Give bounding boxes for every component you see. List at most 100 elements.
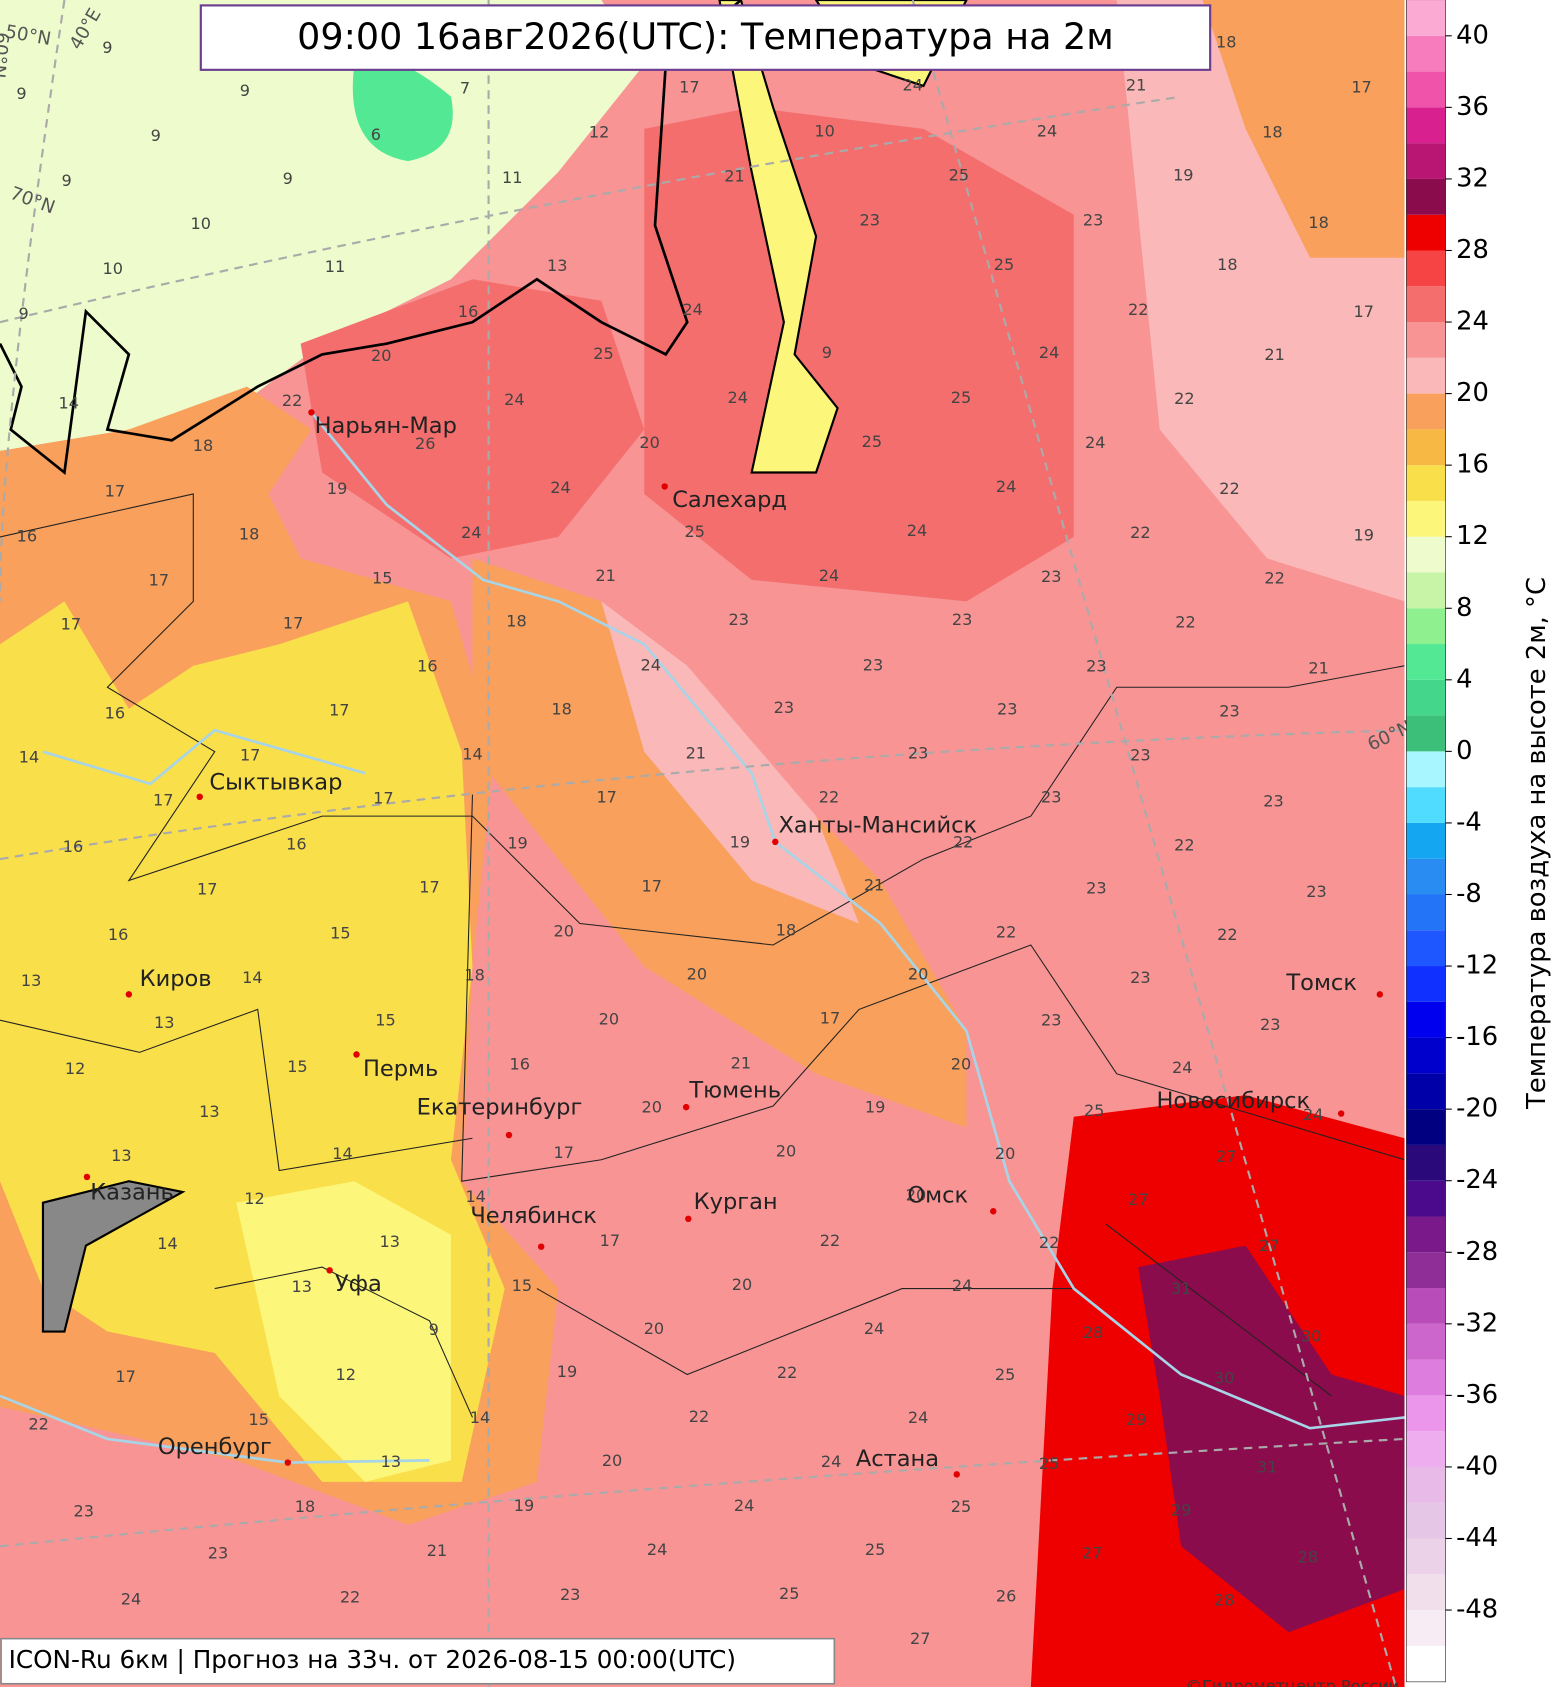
temperature-label: 20 — [553, 922, 573, 941]
city-marker — [772, 838, 779, 846]
colorbar-tick-label: -4 — [1456, 807, 1482, 837]
temperature-label: 27 — [1216, 1147, 1236, 1166]
temperature-label: 10 — [191, 214, 211, 233]
temperature-label: 14 — [19, 748, 39, 767]
temperature-label: 23 — [729, 610, 749, 629]
title-box — [199, 4, 1212, 71]
temperature-label: 24 — [902, 75, 922, 94]
colorbar-tick-label: -44 — [1456, 1523, 1498, 1553]
temperature-label: 24 — [682, 300, 702, 319]
colorbar-tick-label: 32 — [1456, 163, 1489, 193]
temperature-label: 23 — [1086, 879, 1106, 898]
temperature-label: 15 — [375, 1011, 395, 1030]
cool-region — [0, 0, 645, 452]
colorbar-band — [1406, 0, 1446, 36]
temperature-label: 24 — [1039, 343, 1059, 362]
city-marker — [990, 1208, 997, 1215]
temperature-label: 9 — [102, 38, 112, 57]
temperature-label: 17 — [283, 613, 303, 632]
colorbar-label: Температура воздуха на высоте 2м, °C — [1522, 577, 1552, 1110]
city-marker — [83, 1173, 91, 1181]
temperature-label: 21 — [1126, 75, 1146, 94]
temperature-label: 27 — [910, 1629, 930, 1648]
temperature-label: 23 — [208, 1543, 228, 1562]
temperature-label: 12 — [336, 1365, 356, 1384]
temperature-label: 22 — [28, 1414, 48, 1433]
colorbar-band — [1406, 357, 1446, 394]
temperature-label: 22 — [1130, 523, 1150, 542]
temperature-label: 20 — [995, 1144, 1015, 1163]
temperature-label: 23 — [1306, 882, 1326, 901]
temperature-label: 19 — [327, 479, 347, 498]
temperature-label: 9 — [429, 1320, 439, 1339]
colorbar-band — [1406, 1610, 1446, 1646]
reservoir — [41, 1180, 186, 1333]
temperature-label: 25 — [951, 1497, 971, 1516]
city-label: Челябинск — [470, 1203, 597, 1229]
copyright: ©Гидрометцентр России — [1186, 1676, 1399, 1687]
temperature-label: 21 — [427, 1541, 447, 1560]
temperature-label: 18 — [506, 611, 526, 630]
colorbar-band — [1406, 822, 1446, 859]
temperature-label: 23 — [863, 655, 883, 674]
colorbar-band — [1406, 1180, 1446, 1217]
hottest-region — [1138, 1245, 1405, 1633]
temperature-label: 22 — [1217, 925, 1237, 944]
colorbar-band — [1406, 1109, 1446, 1145]
temperature-label: 17 — [419, 878, 439, 897]
temperature-label: 20 — [906, 1186, 926, 1205]
temperature-label: 19 — [557, 1362, 577, 1381]
temperature-label: 17 — [105, 481, 125, 500]
colorbar-band — [1406, 465, 1446, 501]
colorbar-band — [1406, 1466, 1446, 1503]
temperature-label: 19 — [730, 832, 750, 851]
colorbar-tick-label: 12 — [1456, 521, 1489, 551]
colorbar-tick-label: -16 — [1456, 1022, 1498, 1052]
colorbar-band — [1406, 500, 1446, 537]
temperature-label: 25 — [685, 522, 705, 541]
temperature-label: 6 — [371, 125, 381, 144]
temperature-label: 14 — [332, 1144, 352, 1163]
temperature-label: 24 — [550, 478, 570, 497]
colorbar-tick-label: -28 — [1456, 1237, 1498, 1267]
city-label: Киров — [140, 966, 212, 992]
colorbar-band — [1406, 1645, 1446, 1682]
colorbar-band — [1406, 1001, 1446, 1038]
temperature-label: 22 — [996, 923, 1016, 942]
temperature-label: 24 — [1303, 1105, 1323, 1124]
temperature-label: 23 — [1041, 567, 1061, 586]
temperature-label: 17 — [642, 876, 662, 895]
temperature-label: 23 — [1041, 1011, 1061, 1030]
temperature-label: 27 — [1259, 1236, 1279, 1255]
temperature-label: 29 — [1126, 1410, 1146, 1429]
colorbar-tick-label: 40 — [1456, 20, 1489, 50]
city-label: Нарьян-Мар — [315, 413, 457, 439]
temperature-label: 21 — [595, 566, 615, 585]
colorbar-band — [1406, 1288, 1446, 1324]
city-label: Новосибирск — [1156, 1088, 1310, 1114]
temperature-label: 24 — [461, 523, 481, 542]
temperature-label: 22 — [820, 1231, 840, 1250]
temperature-label: 23 — [1219, 701, 1239, 720]
temperature-label: 18 — [1216, 32, 1236, 51]
temperature-label: 17 — [600, 1231, 620, 1250]
colorbar-tick-label: -12 — [1456, 951, 1498, 981]
temperature-label: 9 — [61, 171, 71, 190]
city-label: Салехард — [672, 487, 787, 513]
cold-sea — [352, 58, 453, 162]
temperature-label: 19 — [1173, 166, 1193, 185]
temperature-label: 25 — [593, 344, 613, 363]
temperature-label: 22 — [953, 832, 973, 851]
temperature-label: 24 — [647, 1540, 667, 1559]
temperature-label: 22 — [1174, 389, 1194, 408]
temperature-label: 17 — [1351, 78, 1371, 97]
colorbar-band — [1406, 1574, 1446, 1611]
temperature-label: 21 — [1264, 345, 1284, 364]
temperature-label: 20 — [776, 1142, 796, 1161]
city-marker — [353, 1051, 360, 1058]
temperature-label: 20 — [687, 965, 707, 984]
temperature-label: 22 — [340, 1587, 360, 1606]
temperature-label: 24 — [121, 1589, 141, 1608]
city-marker — [326, 1267, 333, 1274]
